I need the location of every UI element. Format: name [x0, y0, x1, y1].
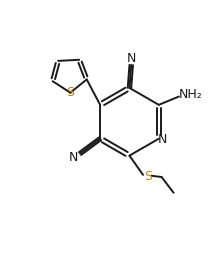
Text: NH₂: NH₂: [178, 88, 202, 101]
Text: N: N: [127, 52, 136, 65]
Text: S: S: [66, 86, 74, 99]
Text: S: S: [144, 170, 152, 183]
Text: N: N: [69, 151, 78, 164]
Text: N: N: [158, 133, 167, 146]
